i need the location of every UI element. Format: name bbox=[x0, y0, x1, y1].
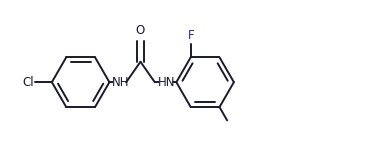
Text: NH: NH bbox=[112, 76, 130, 89]
Text: Cl: Cl bbox=[22, 76, 34, 89]
Text: O: O bbox=[136, 24, 145, 37]
Text: F: F bbox=[187, 29, 194, 42]
Text: HN: HN bbox=[158, 76, 175, 89]
